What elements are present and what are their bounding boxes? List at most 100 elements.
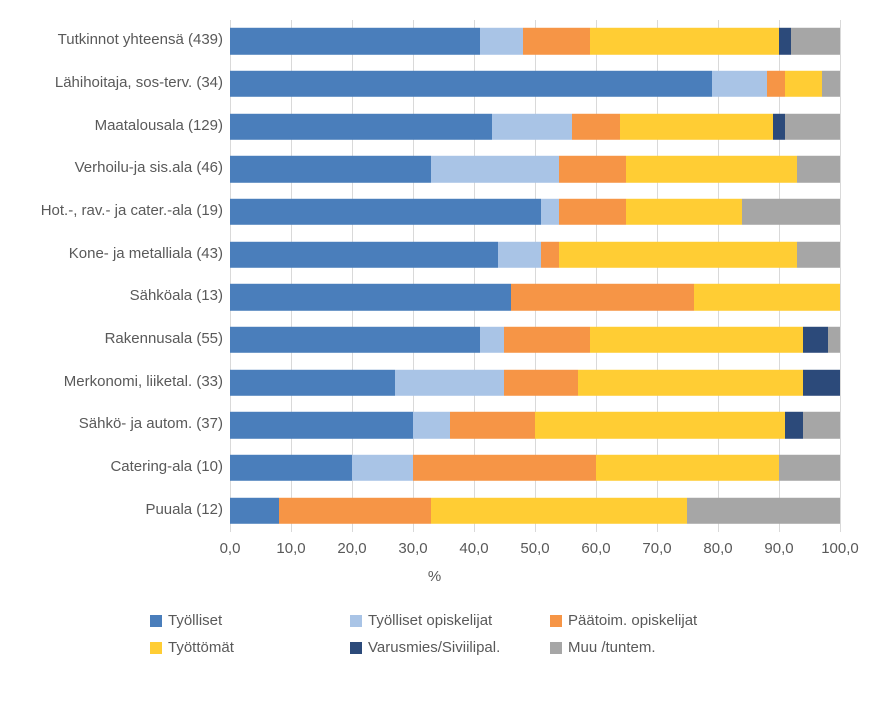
bar-segment — [590, 28, 779, 54]
bar — [230, 369, 840, 395]
bar-segment — [413, 455, 596, 481]
bar-segment — [590, 327, 804, 353]
bar-segment — [797, 156, 840, 182]
bar-segment — [626, 199, 742, 225]
legend-swatch — [350, 615, 362, 627]
x-tick-label: 70,0 — [637, 540, 677, 557]
bar-segment — [492, 113, 571, 139]
bar-segment — [596, 455, 779, 481]
legend-swatch — [550, 615, 562, 627]
legend-swatch — [350, 642, 362, 654]
bar — [230, 497, 840, 523]
bar-segment — [352, 455, 413, 481]
category-label: Catering-ala (10) — [3, 459, 223, 476]
legend-label: Työlliset — [168, 612, 222, 629]
bar-segment — [230, 113, 492, 139]
bar-row — [230, 404, 840, 447]
bar-row — [230, 319, 840, 362]
bar-row — [230, 276, 840, 319]
bar-segment — [828, 327, 840, 353]
x-tick-label: 80,0 — [698, 540, 738, 557]
bar-segment — [480, 327, 504, 353]
legend-label: Työttömät — [168, 639, 234, 656]
bar-segment — [791, 28, 840, 54]
bar — [230, 241, 840, 267]
bar-segment — [230, 28, 480, 54]
bar-segment — [230, 412, 413, 438]
bar-segment — [687, 497, 840, 523]
bar-row — [230, 191, 840, 234]
legend-item: Muu /tuntem. — [550, 639, 750, 656]
category-label: Lähihoitaja, sos-terv. (34) — [3, 75, 223, 92]
bar-segment — [230, 199, 541, 225]
bar-segment — [822, 71, 840, 97]
bar-segment — [779, 28, 791, 54]
bar-segment — [559, 156, 626, 182]
bar-segment — [504, 369, 577, 395]
legend-label: Varusmies/Siviilipal. — [368, 639, 500, 656]
category-label: Kone- ja metalliala (43) — [3, 246, 223, 263]
bar-segment — [626, 156, 797, 182]
bar-row — [230, 148, 840, 191]
bar — [230, 327, 840, 353]
bar-segment — [785, 71, 822, 97]
bar-segment — [230, 156, 431, 182]
category-label: Verhoilu-ja sis.ala (46) — [3, 160, 223, 177]
category-label: Sähkö- ja autom. (37) — [3, 416, 223, 433]
legend-item: Varusmies/Siviilipal. — [350, 639, 550, 656]
bar-segment — [803, 327, 827, 353]
bar — [230, 284, 840, 310]
bar-row — [230, 233, 840, 276]
bar-segment — [767, 71, 785, 97]
bar — [230, 199, 840, 225]
bar-segment — [450, 412, 535, 438]
bar-segment — [541, 241, 559, 267]
bar-segment — [559, 199, 626, 225]
bar — [230, 113, 840, 139]
x-tick-label: 10,0 — [271, 540, 311, 557]
bar — [230, 412, 840, 438]
bar-segment — [803, 369, 840, 395]
x-tick-label: 0,0 — [210, 540, 250, 557]
x-tick-label: 60,0 — [576, 540, 616, 557]
bar-segment — [230, 455, 352, 481]
bar-segment — [230, 497, 279, 523]
category-label: Sähköala (13) — [3, 288, 223, 305]
bar-segment — [620, 113, 773, 139]
bar-row — [230, 105, 840, 148]
x-tick-label: 100,0 — [820, 540, 860, 557]
x-tick-label: 30,0 — [393, 540, 433, 557]
category-label: Maatalousala (129) — [3, 118, 223, 135]
bar-segment — [395, 369, 505, 395]
bar-segment — [230, 241, 498, 267]
bar-segment — [785, 412, 803, 438]
bar-segment — [779, 455, 840, 481]
category-label: Hot.-, rav.- ja cater.-ala (19) — [3, 203, 223, 220]
bar — [230, 71, 840, 97]
bar — [230, 455, 840, 481]
bar-segment — [511, 284, 694, 310]
legend-item: Työlliset — [150, 612, 350, 629]
bar-row — [230, 63, 840, 106]
legend-label: Päätoim. opiskelijat — [568, 612, 697, 629]
bar-segment — [431, 156, 559, 182]
bar-segment — [230, 327, 480, 353]
bar-segment — [535, 412, 785, 438]
bar-segment — [785, 113, 840, 139]
bar-segment — [578, 369, 804, 395]
stacked-bar-chart: % TyöllisetTyölliset opiskelijatPäätoim.… — [0, 0, 869, 703]
category-label: Tutkinnot yhteensä (439) — [3, 32, 223, 49]
bar-segment — [773, 113, 785, 139]
bar-segment — [230, 369, 395, 395]
bar — [230, 156, 840, 182]
legend-swatch — [550, 642, 562, 654]
legend-item: Päätoim. opiskelijat — [550, 612, 750, 629]
x-tick-label: 20,0 — [332, 540, 372, 557]
bar-segment — [803, 412, 840, 438]
bar-segment — [797, 241, 840, 267]
bar-segment — [431, 497, 687, 523]
legend-label: Muu /tuntem. — [568, 639, 656, 656]
bar-segment — [498, 241, 541, 267]
legend-swatch — [150, 642, 162, 654]
bar-row — [230, 447, 840, 490]
